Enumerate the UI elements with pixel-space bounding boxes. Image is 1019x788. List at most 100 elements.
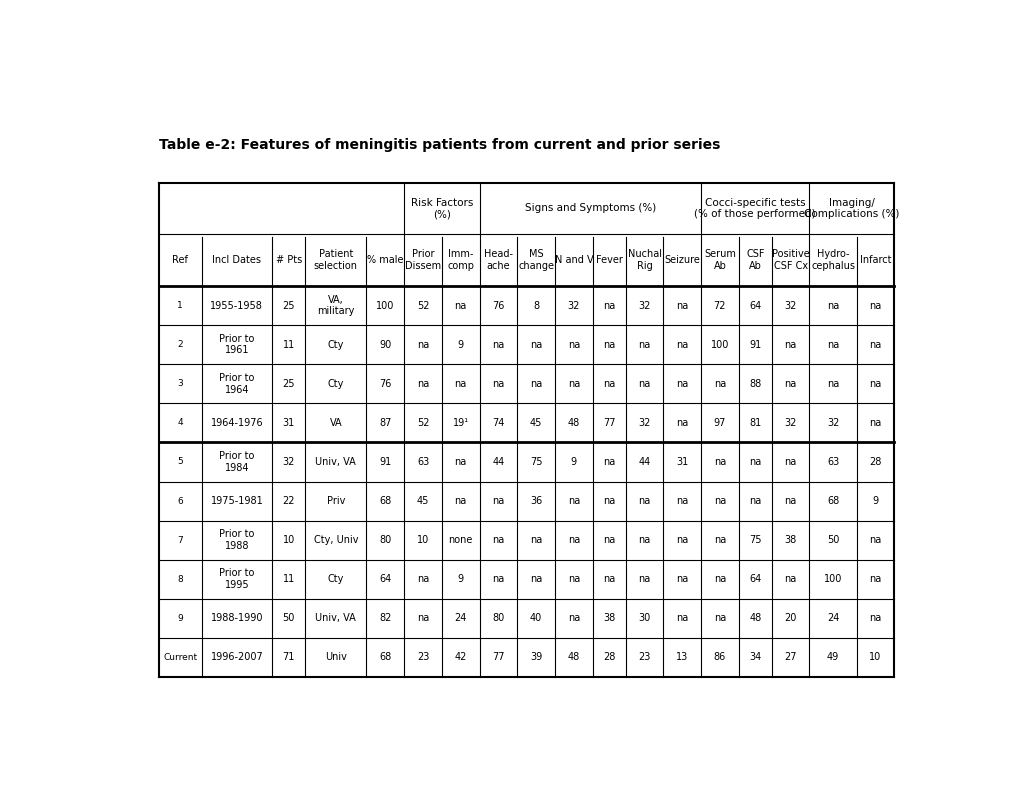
Text: 80: 80 — [492, 613, 504, 623]
Text: na: na — [568, 340, 580, 350]
Text: 44: 44 — [638, 457, 650, 467]
Text: 31: 31 — [676, 457, 688, 467]
Text: 34: 34 — [748, 652, 760, 663]
Text: 25: 25 — [282, 379, 294, 388]
Text: Patient
selection: Patient selection — [314, 249, 358, 271]
Text: 11: 11 — [282, 574, 294, 584]
Text: na: na — [530, 340, 542, 350]
Text: 81: 81 — [748, 418, 760, 428]
Text: Univ, VA: Univ, VA — [315, 457, 356, 467]
Text: 25: 25 — [282, 300, 294, 310]
Text: na: na — [676, 340, 688, 350]
Text: Univ, VA: Univ, VA — [315, 613, 356, 623]
Text: na: na — [530, 574, 542, 584]
Text: Table e-2: Features of meningitis patients from current and prior series: Table e-2: Features of meningitis patien… — [159, 138, 719, 152]
Text: na: na — [826, 300, 839, 310]
Text: Priv: Priv — [326, 496, 344, 506]
Text: na: na — [530, 535, 542, 545]
Text: na: na — [748, 457, 760, 467]
Text: CSF
Ab: CSF Ab — [745, 249, 764, 271]
Text: 1996-2007: 1996-2007 — [210, 652, 263, 663]
Text: none: none — [448, 535, 473, 545]
Text: na: na — [568, 613, 580, 623]
Text: 86: 86 — [713, 652, 726, 663]
Text: na: na — [568, 379, 580, 388]
Text: 13: 13 — [676, 652, 688, 663]
Text: Positive
CSF Cx: Positive CSF Cx — [771, 249, 809, 271]
Text: Imaging/
Complications (%): Imaging/ Complications (%) — [803, 198, 899, 219]
Text: 90: 90 — [379, 340, 391, 350]
Text: Prior
Dissem: Prior Dissem — [405, 249, 440, 271]
Text: na: na — [568, 535, 580, 545]
Text: na: na — [713, 574, 726, 584]
Text: 1975-1981: 1975-1981 — [210, 496, 263, 506]
Text: Cty, Univ: Cty, Univ — [313, 535, 358, 545]
Text: 52: 52 — [417, 418, 429, 428]
Text: na: na — [784, 496, 796, 506]
Text: na: na — [602, 340, 614, 350]
Text: 2: 2 — [177, 340, 183, 349]
Text: na: na — [676, 613, 688, 623]
Text: na: na — [784, 340, 796, 350]
Text: na: na — [713, 613, 726, 623]
Text: na: na — [638, 379, 650, 388]
Text: N and V: N and V — [554, 255, 593, 266]
Text: na: na — [826, 379, 839, 388]
Text: 100: 100 — [823, 574, 842, 584]
Text: 39: 39 — [530, 652, 542, 663]
Text: na: na — [454, 300, 467, 310]
Text: 24: 24 — [826, 613, 839, 623]
Text: 48: 48 — [748, 613, 760, 623]
Text: 87: 87 — [379, 418, 391, 428]
Text: 11: 11 — [282, 340, 294, 350]
Text: 32: 32 — [784, 300, 796, 310]
Text: na: na — [454, 379, 467, 388]
Text: na: na — [492, 496, 504, 506]
Text: 32: 32 — [638, 418, 650, 428]
Text: Imm-
comp: Imm- comp — [446, 249, 474, 271]
Text: 23: 23 — [638, 652, 650, 663]
Text: Cty: Cty — [327, 379, 343, 388]
Text: na: na — [676, 535, 688, 545]
Text: na: na — [417, 613, 429, 623]
Text: 32: 32 — [282, 457, 294, 467]
Text: 77: 77 — [602, 418, 614, 428]
Text: 23: 23 — [417, 652, 429, 663]
Text: 19¹: 19¹ — [452, 418, 469, 428]
Text: Prior to
1984: Prior to 1984 — [219, 452, 255, 473]
Text: na: na — [602, 300, 614, 310]
Text: 68: 68 — [379, 496, 391, 506]
Text: 32: 32 — [568, 300, 580, 310]
Text: 3: 3 — [177, 379, 183, 388]
Text: 38: 38 — [602, 613, 614, 623]
Text: na: na — [676, 418, 688, 428]
Text: 71: 71 — [282, 652, 294, 663]
Text: na: na — [713, 535, 726, 545]
Text: 64: 64 — [379, 574, 391, 584]
Text: na: na — [602, 457, 614, 467]
Text: Cty: Cty — [327, 574, 343, 584]
Text: Prior to
1964: Prior to 1964 — [219, 373, 255, 395]
Text: na: na — [417, 379, 429, 388]
Text: na: na — [713, 496, 726, 506]
Text: 1988-1990: 1988-1990 — [210, 613, 263, 623]
Text: na: na — [868, 379, 880, 388]
Text: Prior to
1995: Prior to 1995 — [219, 568, 255, 590]
Text: Incl Dates: Incl Dates — [212, 255, 261, 266]
Text: Signs and Symptoms (%): Signs and Symptoms (%) — [524, 203, 655, 214]
Text: na: na — [492, 574, 504, 584]
Text: Serum
Ab: Serum Ab — [703, 249, 735, 271]
Text: 38: 38 — [784, 535, 796, 545]
Text: VA,
military: VA, military — [317, 295, 355, 317]
Text: 28: 28 — [868, 457, 880, 467]
Text: 32: 32 — [826, 418, 839, 428]
Text: VA: VA — [329, 418, 341, 428]
Text: na: na — [638, 496, 650, 506]
Text: 32: 32 — [784, 418, 796, 428]
Text: 74: 74 — [492, 418, 504, 428]
Text: 8: 8 — [177, 574, 183, 584]
Text: na: na — [602, 574, 614, 584]
Text: na: na — [638, 535, 650, 545]
Text: 6: 6 — [177, 496, 183, 506]
Text: 50: 50 — [282, 613, 294, 623]
